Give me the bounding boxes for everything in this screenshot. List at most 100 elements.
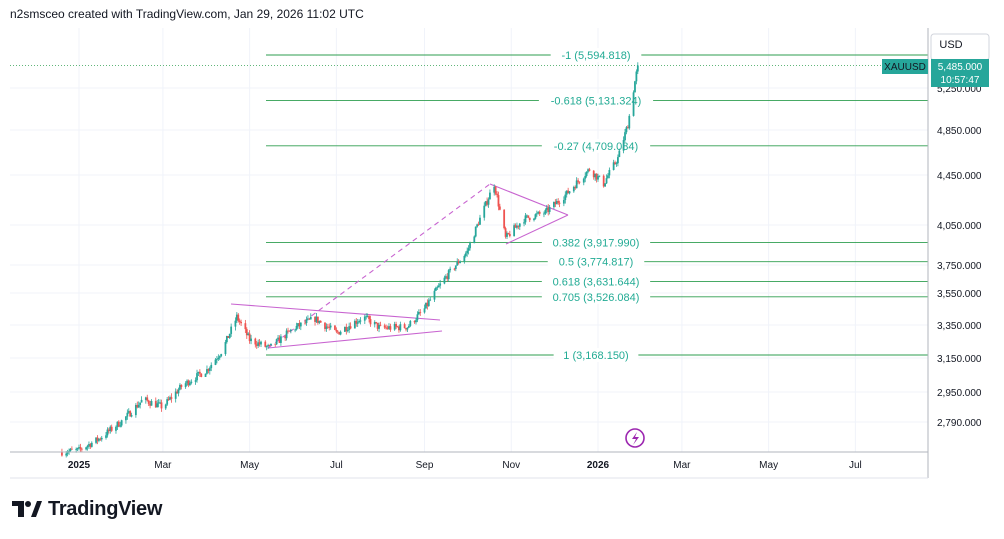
candle <box>628 114 631 130</box>
candle <box>268 344 271 347</box>
candle-body <box>318 321 321 323</box>
candle <box>210 362 213 372</box>
candle-body <box>284 336 287 339</box>
candle <box>368 314 370 323</box>
candle-body <box>595 173 598 180</box>
fib-level[interactable]: 0.618 (3,631.644) <box>266 274 928 289</box>
candle-body <box>514 225 517 228</box>
candle-body <box>157 402 160 404</box>
candle <box>206 365 208 375</box>
candle <box>636 62 639 75</box>
candle <box>544 208 547 215</box>
candle-body <box>608 169 611 176</box>
candle-body <box>454 265 457 270</box>
candle-body <box>257 342 260 346</box>
candle <box>423 304 426 314</box>
candle-body <box>572 186 575 192</box>
fib-level[interactable]: 0.705 (3,526.084) <box>266 289 928 304</box>
candle <box>109 425 112 434</box>
candle <box>635 69 638 85</box>
fib-level[interactable]: 0.382 (3,917.990) <box>266 235 928 250</box>
candle-body <box>358 320 361 323</box>
candle <box>297 322 299 329</box>
candle <box>159 399 161 405</box>
candle-body <box>535 213 538 215</box>
candle <box>608 167 611 179</box>
candle-body <box>463 255 466 262</box>
candle <box>285 328 288 341</box>
candle <box>257 339 260 348</box>
candle-body <box>314 317 316 322</box>
candle-body <box>307 318 309 320</box>
candle-body <box>617 157 619 164</box>
fib-level-label: 0.705 (3,526.084) <box>553 292 640 304</box>
candle-body <box>316 316 319 323</box>
candle <box>325 323 328 332</box>
candle <box>545 204 548 214</box>
candle-body <box>435 287 437 291</box>
candle-body <box>598 175 601 177</box>
candle <box>518 223 521 230</box>
candle <box>453 267 456 271</box>
candle-body <box>217 357 220 360</box>
fib-level[interactable]: 1 (3,168.150) <box>266 348 928 363</box>
fib-level[interactable]: 0.5 (3,774.817) <box>266 254 928 269</box>
candle <box>186 379 188 387</box>
candle-body <box>368 316 370 320</box>
fib-level[interactable]: -0.618 (5,131.324) <box>266 93 928 108</box>
fibonacci-levels[interactable]: -1 (5,594.818) -0.618 (5,131.324) -0.27 (4… <box>10 48 928 363</box>
fib-level[interactable]: -1 (5,594.818) <box>266 48 928 62</box>
candle-body <box>386 327 389 329</box>
candle-body <box>174 391 177 399</box>
candle-body <box>146 397 149 401</box>
candle-body <box>568 191 571 194</box>
candle-body <box>369 319 372 325</box>
candle <box>358 319 361 324</box>
candle <box>278 335 281 343</box>
candle-body <box>100 437 103 440</box>
candle <box>406 327 409 332</box>
candle-body <box>288 330 291 332</box>
candle-body <box>190 381 193 383</box>
candle-body <box>208 368 211 371</box>
candle-body <box>120 420 123 426</box>
candle <box>467 245 470 255</box>
candle <box>176 389 179 394</box>
candle <box>574 185 577 190</box>
candle-body <box>295 325 298 330</box>
candle <box>429 296 432 302</box>
candle-body <box>255 344 258 346</box>
candle <box>346 326 349 333</box>
candle-body <box>409 321 412 326</box>
candle <box>396 325 399 328</box>
candle <box>359 317 362 325</box>
candle <box>426 299 429 310</box>
fib-level[interactable]: -0.27 (4,709.084) <box>266 138 928 153</box>
candle-body <box>159 402 161 404</box>
candle <box>572 185 575 193</box>
candle <box>248 330 251 344</box>
y-tick-label: 4,050.000 <box>937 221 982 232</box>
fib-label-bg <box>538 93 654 108</box>
fib-label-bg <box>547 254 645 269</box>
currency-label[interactable]: USD <box>939 39 962 51</box>
candle-body <box>416 314 419 321</box>
candle <box>258 338 261 347</box>
x-tick-label: 2026 <box>587 460 610 471</box>
candle <box>489 189 491 200</box>
candle-body <box>238 320 241 323</box>
candle-body <box>483 205 486 218</box>
pattern-drawings[interactable] <box>230 183 569 349</box>
candle-body <box>297 323 299 326</box>
candle-body <box>467 248 470 251</box>
candle-body <box>543 213 545 215</box>
candle <box>555 198 558 205</box>
candle <box>200 373 203 378</box>
candle-body <box>567 190 570 194</box>
candle-body <box>526 215 528 217</box>
candle <box>89 443 92 449</box>
candle <box>598 175 601 178</box>
lightning-icon[interactable] <box>625 428 645 448</box>
tradingview-logo[interactable]: TradingView <box>12 497 162 521</box>
